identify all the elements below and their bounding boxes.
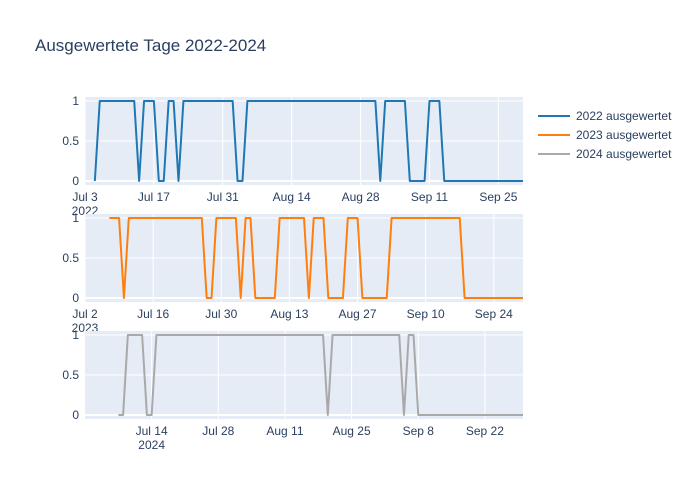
series-line-3	[118, 334, 523, 416]
x-tick-label: Aug 25	[333, 424, 371, 438]
x-tick-label: Sep 22	[466, 424, 504, 438]
legend-label: 2023 ausgewertet	[576, 128, 672, 142]
subplot-1: 0 0.5 1 Jul 3 Jul 17 Jul 31 Aug 14 Aug 28 Sep 11…	[62, 94, 523, 218]
x-tick-label: Sep 8	[403, 424, 435, 438]
legend: 2022 ausgewertet 2023 ausgewertet 2024 aus…	[538, 109, 672, 161]
y-tick-label: 0	[72, 408, 79, 422]
subplot-2: 0 0.5 1 Jul 2 Jul 16 Jul 30 Aug 13 Aug 27 Sep 10…	[62, 211, 523, 335]
x-tick-label: Aug 28	[342, 190, 380, 204]
x-tick-label: Jul 2	[72, 307, 98, 321]
x-tick-label: Sep 25	[479, 190, 517, 204]
legend-label: 2022 ausgewertet	[576, 109, 672, 123]
x-tick-label: Jul 3	[72, 190, 98, 204]
x-tick-label: Sep 24	[475, 307, 513, 321]
x-tick-label: Jul 30	[205, 307, 237, 321]
chart-title: Ausgewertete Tage 2022-2024	[35, 36, 266, 55]
legend-label: 2024 ausgewertet	[576, 147, 672, 161]
x-tick-label: Sep 11	[411, 190, 448, 204]
x-tick-label: Aug 14	[273, 190, 311, 204]
y-tick-label: 0.5	[62, 368, 79, 382]
x-tick-label: Jul 14	[136, 424, 168, 438]
x-tick-label: Aug 27	[339, 307, 377, 321]
series-line-2	[109, 217, 523, 299]
x-tick-label: Aug 11	[266, 424, 303, 438]
y-tick-label: 0	[72, 291, 79, 305]
y-tick-label: 0.5	[62, 251, 79, 265]
x-tick-label: Jul 28	[202, 424, 234, 438]
x-tick-label: Jul 16	[137, 307, 169, 321]
y-tick-label: 1	[72, 328, 79, 342]
x-tick-label: Aug 13	[270, 307, 308, 321]
x-year-label: 2024	[138, 438, 165, 452]
y-tick-label: 0	[72, 174, 79, 188]
x-tick-label: Jul 31	[207, 190, 239, 204]
y-tick-label: 1	[72, 211, 79, 225]
series-line-1	[93, 100, 523, 182]
x-tick-label: Sep 10	[407, 307, 445, 321]
y-tick-label: 1	[72, 94, 79, 108]
subplot-3: 0 0.5 1 Jul 14 Jul 28 Aug 11 Aug 25 Sep 8 Sep 22…	[62, 328, 523, 452]
y-tick-label: 0.5	[62, 134, 79, 148]
x-tick-label: Jul 17	[138, 190, 170, 204]
